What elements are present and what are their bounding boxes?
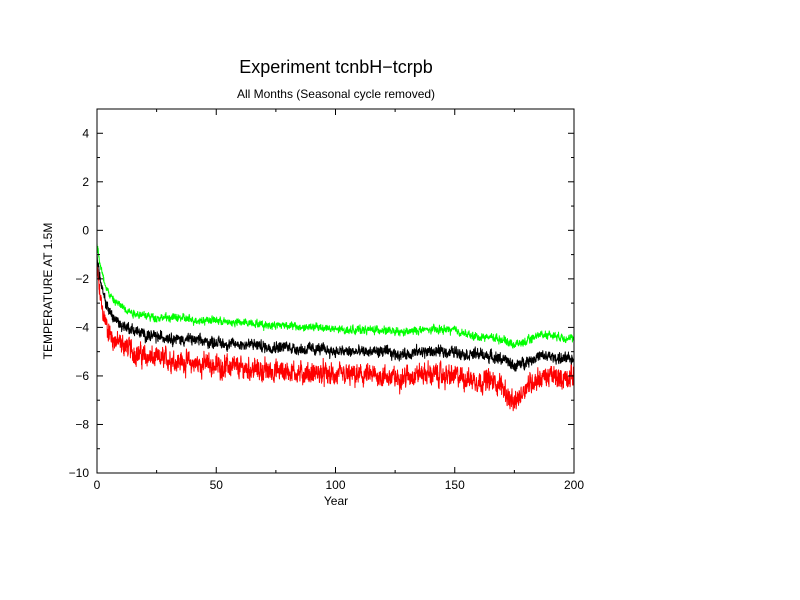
y-tick-label: −4 xyxy=(75,320,89,334)
plot-frame xyxy=(96,108,575,474)
series-line-3 xyxy=(96,242,575,349)
series-line-2 xyxy=(96,253,575,372)
y-tick-label: −6 xyxy=(75,369,89,383)
y-axis-label: TEMPERATURE AT 1.5M xyxy=(41,223,55,360)
series-line-1 xyxy=(96,259,575,412)
y-tick-label: −10 xyxy=(69,466,90,480)
chart-subtitle: All Months (Seasonal cycle removed) xyxy=(237,87,435,101)
chart-title: Experiment tcnbH−tcrpb xyxy=(239,57,433,77)
x-tick-label: 100 xyxy=(325,478,345,492)
x-tick-label: 0 xyxy=(94,478,101,492)
y-tick-label: −8 xyxy=(75,417,89,431)
x-tick-label: 150 xyxy=(445,478,465,492)
x-tick-label: 200 xyxy=(564,478,584,492)
x-axis-label: Year xyxy=(324,494,348,508)
x-axis: 0 50 100 150 200 xyxy=(94,109,584,492)
series-layer xyxy=(96,242,575,412)
y-tick-label: 4 xyxy=(82,126,89,140)
y-tick-label: 2 xyxy=(82,175,89,189)
y-axis: 4 2 0 −2 −4 −6 −8 −10 xyxy=(69,108,574,480)
y-tick-label: −2 xyxy=(75,272,89,286)
y-tick-label: 0 xyxy=(82,223,89,237)
x-tick-label: 50 xyxy=(210,478,224,492)
